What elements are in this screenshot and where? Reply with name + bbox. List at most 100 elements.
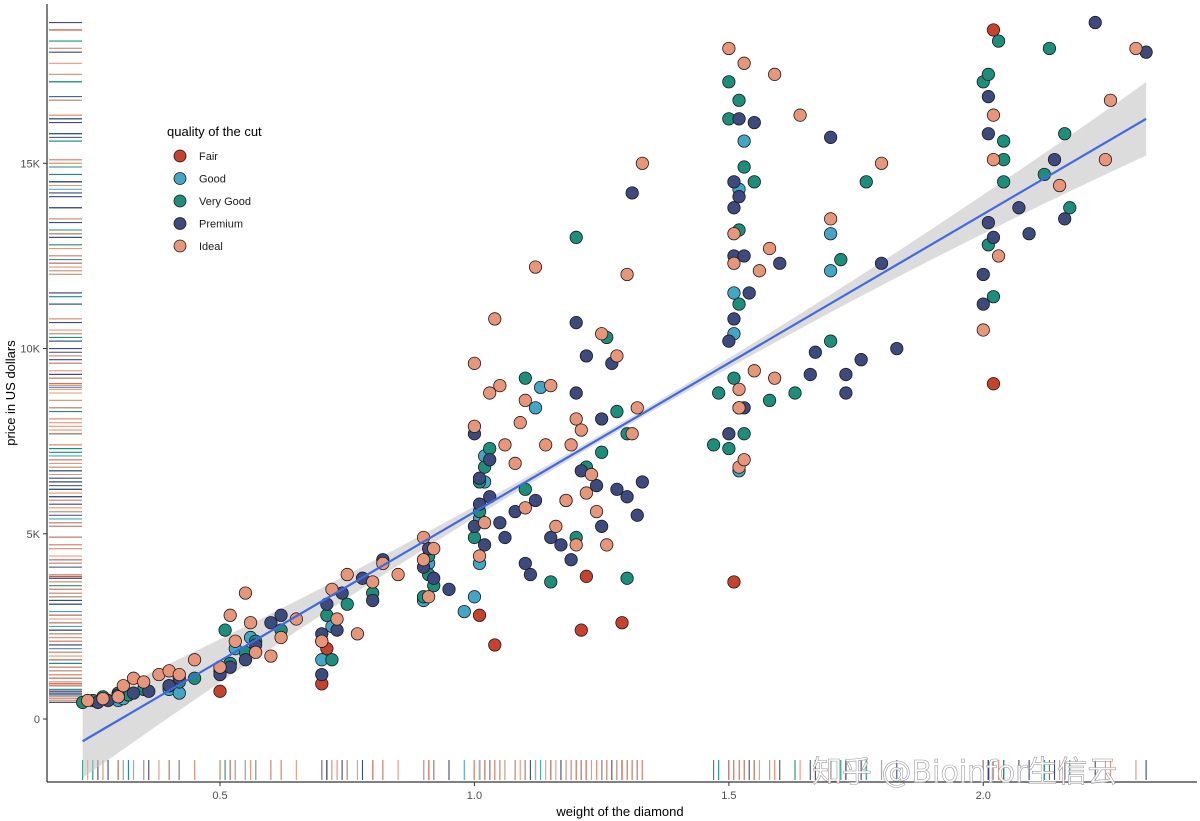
data-point bbox=[839, 386, 853, 400]
data-point bbox=[890, 341, 904, 356]
data-point bbox=[81, 693, 95, 708]
data-point bbox=[488, 312, 502, 326]
series-ideal bbox=[81, 41, 1143, 708]
data-point bbox=[574, 423, 588, 437]
data-point bbox=[768, 67, 782, 81]
data-point bbox=[808, 345, 822, 359]
data-point bbox=[712, 386, 726, 400]
legend-label: Fair bbox=[199, 151, 218, 163]
data-point bbox=[544, 575, 558, 589]
data-point bbox=[737, 134, 751, 148]
data-point bbox=[732, 93, 746, 107]
data-point bbox=[569, 412, 583, 426]
data-point bbox=[722, 441, 736, 456]
data-point bbox=[620, 571, 634, 585]
data-point bbox=[732, 112, 746, 126]
data-point bbox=[544, 378, 558, 393]
data-point bbox=[768, 371, 782, 385]
data-point bbox=[824, 264, 838, 278]
data-point bbox=[554, 538, 568, 552]
data-point bbox=[1047, 153, 1062, 167]
data-point bbox=[187, 653, 202, 667]
data-point bbox=[574, 623, 588, 637]
y-ticks: 0 5K 10K 15K bbox=[20, 158, 47, 726]
data-point bbox=[834, 253, 848, 267]
data-point bbox=[976, 267, 990, 282]
data-point bbox=[116, 679, 130, 693]
data-point bbox=[859, 175, 873, 189]
data-point bbox=[1058, 212, 1072, 226]
data-point bbox=[238, 586, 253, 600]
data-point bbox=[762, 241, 777, 256]
legend-key bbox=[173, 239, 187, 253]
data-point bbox=[589, 504, 604, 519]
data-point bbox=[330, 623, 344, 637]
data-point bbox=[493, 516, 507, 530]
data-point bbox=[737, 249, 751, 263]
data-point bbox=[1058, 127, 1072, 141]
data-point bbox=[493, 378, 507, 393]
data-point bbox=[579, 569, 593, 583]
data-point bbox=[727, 256, 741, 270]
series-fair bbox=[213, 23, 1001, 698]
data-point bbox=[391, 567, 405, 582]
data-point bbox=[981, 127, 995, 141]
data-point bbox=[472, 549, 487, 563]
data-point bbox=[528, 260, 543, 274]
data-point bbox=[874, 156, 889, 170]
data-point bbox=[1042, 41, 1057, 56]
data-point bbox=[595, 519, 609, 533]
data-point bbox=[483, 453, 497, 467]
data-point bbox=[752, 264, 766, 278]
data-point bbox=[518, 501, 532, 515]
data-point bbox=[824, 227, 838, 241]
data-point bbox=[722, 427, 736, 441]
x-tick-label: 1.0 bbox=[467, 790, 482, 802]
data-point bbox=[991, 34, 1006, 48]
axes: 0.5 1.0 1.5 2.0 0 5K 10K 15K bbox=[20, 4, 1197, 802]
data-point bbox=[523, 567, 538, 582]
data-point bbox=[589, 479, 604, 493]
data-point bbox=[111, 690, 125, 704]
data-point bbox=[986, 153, 1001, 167]
data-point bbox=[325, 653, 339, 667]
x-tick-label: 1.5 bbox=[721, 790, 736, 802]
data-point bbox=[620, 267, 634, 282]
data-point bbox=[579, 349, 593, 363]
data-point bbox=[315, 667, 329, 682]
data-point bbox=[1088, 15, 1102, 30]
data-point bbox=[737, 427, 751, 441]
data-point bbox=[991, 249, 1006, 263]
x-rug bbox=[82, 760, 1147, 780]
data-point bbox=[213, 684, 227, 698]
x-tick-label: 0.5 bbox=[212, 790, 227, 802]
data-point bbox=[986, 108, 1001, 122]
data-point bbox=[483, 441, 497, 456]
data-point bbox=[137, 675, 151, 689]
data-point bbox=[564, 438, 578, 452]
data-point bbox=[544, 530, 558, 545]
data-point bbox=[986, 230, 1001, 244]
data-point bbox=[243, 616, 258, 630]
data-point bbox=[737, 56, 751, 70]
data-point bbox=[422, 590, 436, 604]
series-premium bbox=[91, 15, 1153, 709]
data-point bbox=[223, 608, 237, 622]
data-point bbox=[824, 212, 838, 226]
data-point bbox=[315, 634, 329, 648]
legend-items: Fair Good Very Good Premium Ideal bbox=[173, 149, 251, 253]
y-tick-label: 15K bbox=[20, 158, 40, 170]
data-point bbox=[1103, 93, 1118, 107]
data-point bbox=[839, 367, 853, 382]
data-point bbox=[518, 371, 532, 385]
data-point bbox=[610, 482, 624, 496]
data-point bbox=[340, 597, 354, 611]
data-point bbox=[727, 227, 741, 241]
data-point bbox=[625, 427, 639, 441]
x-ticks: 0.5 1.0 1.5 2.0 bbox=[212, 782, 991, 802]
data-points bbox=[76, 15, 1153, 709]
x-tick-label: 2.0 bbox=[976, 790, 991, 802]
data-point bbox=[569, 538, 583, 552]
data-point bbox=[788, 386, 802, 400]
